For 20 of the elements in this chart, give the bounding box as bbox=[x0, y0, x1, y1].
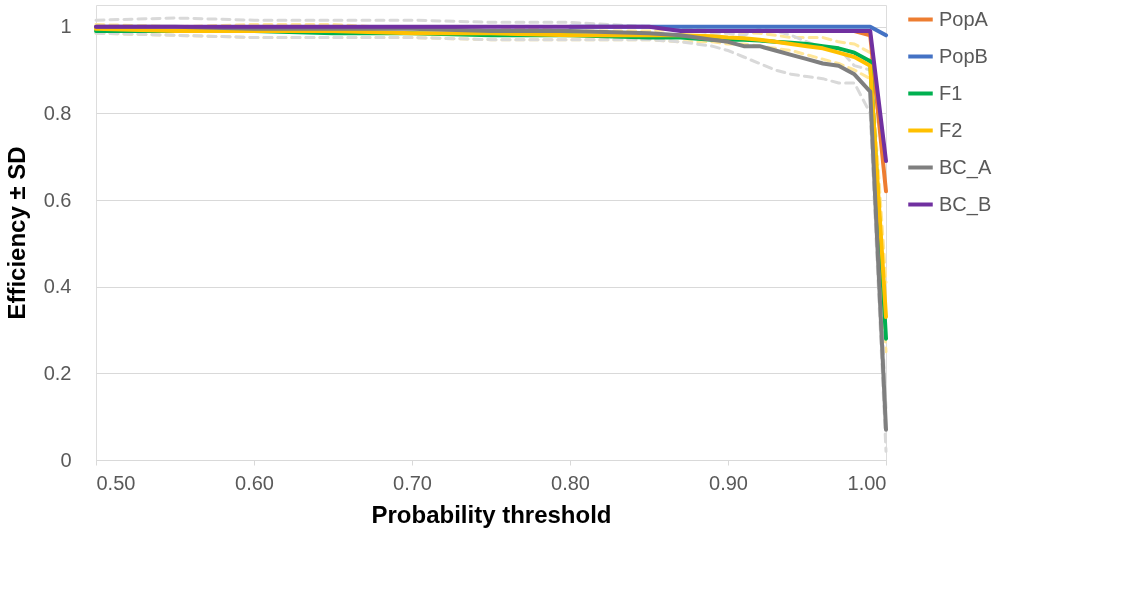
x-tick-label: 0.90 bbox=[709, 471, 748, 494]
legend-label: BC_A bbox=[939, 155, 992, 179]
x-tick-label: 0.80 bbox=[551, 471, 590, 494]
legend-label: BC_B bbox=[939, 192, 992, 216]
x-axis-title: Probability threshold bbox=[371, 500, 612, 528]
y-tick-label: 1 bbox=[60, 15, 72, 38]
x-tick-label: 0.60 bbox=[235, 471, 274, 494]
legend-label: PopA bbox=[939, 7, 989, 30]
y-tick-label: 0.4 bbox=[43, 275, 72, 298]
legend-label: F2 bbox=[939, 118, 963, 141]
y-axis-title: Efficiency ± SD bbox=[2, 146, 30, 320]
y-tick-label: 0 bbox=[60, 448, 72, 471]
legend-label: F1 bbox=[939, 81, 963, 104]
x-tick-label: 0.50 bbox=[96, 471, 136, 494]
y-tick-label: 0.2 bbox=[43, 361, 72, 384]
y-tick-label: 0.8 bbox=[43, 101, 72, 124]
y-tick-label: 0.6 bbox=[43, 188, 72, 211]
x-tick-label: 1.00 bbox=[847, 471, 887, 494]
legend-label: PopB bbox=[939, 44, 988, 67]
x-tick-label: 0.70 bbox=[393, 471, 432, 494]
